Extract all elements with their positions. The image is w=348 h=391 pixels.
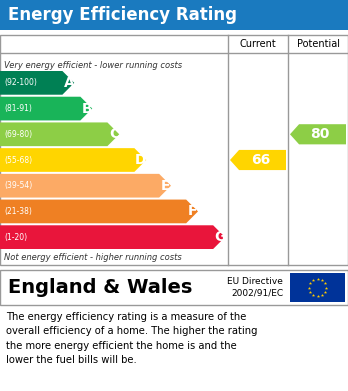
Polygon shape <box>0 122 119 146</box>
Polygon shape <box>0 71 74 95</box>
Text: Very energy efficient - lower running costs: Very energy efficient - lower running co… <box>4 61 182 70</box>
Bar <box>0 270 348 305</box>
Text: G: G <box>214 230 226 244</box>
Polygon shape <box>0 174 171 197</box>
Text: C: C <box>109 127 119 141</box>
Polygon shape <box>0 148 146 172</box>
Text: (69-80): (69-80) <box>4 130 32 139</box>
Text: Potential: Potential <box>296 39 340 49</box>
Polygon shape <box>0 225 225 249</box>
Text: 66: 66 <box>251 153 270 167</box>
Text: (92-100): (92-100) <box>4 78 37 87</box>
Text: The energy efficiency rating is a measure of the
overall efficiency of a home. T: The energy efficiency rating is a measur… <box>6 312 258 365</box>
Text: D: D <box>135 153 147 167</box>
Polygon shape <box>290 124 346 144</box>
Text: 80: 80 <box>310 127 330 141</box>
Text: A: A <box>64 76 74 90</box>
Text: E: E <box>161 179 171 193</box>
Bar <box>0 35 348 265</box>
Text: (55-68): (55-68) <box>4 156 32 165</box>
Text: Current: Current <box>240 39 276 49</box>
Text: (39-54): (39-54) <box>4 181 32 190</box>
Text: F: F <box>188 204 197 219</box>
Text: (81-91): (81-91) <box>4 104 32 113</box>
Polygon shape <box>0 97 92 120</box>
Text: EU Directive
2002/91/EC: EU Directive 2002/91/EC <box>227 277 283 298</box>
Polygon shape <box>0 199 198 223</box>
Text: (21-38): (21-38) <box>4 207 32 216</box>
Bar <box>0 0 348 30</box>
Text: Not energy efficient - higher running costs: Not energy efficient - higher running co… <box>4 253 182 262</box>
Text: Energy Efficiency Rating: Energy Efficiency Rating <box>8 6 237 24</box>
Text: England & Wales: England & Wales <box>8 278 192 297</box>
Text: B: B <box>81 102 92 116</box>
Bar <box>290 273 345 302</box>
Text: (1-20): (1-20) <box>4 233 27 242</box>
Polygon shape <box>230 150 286 170</box>
